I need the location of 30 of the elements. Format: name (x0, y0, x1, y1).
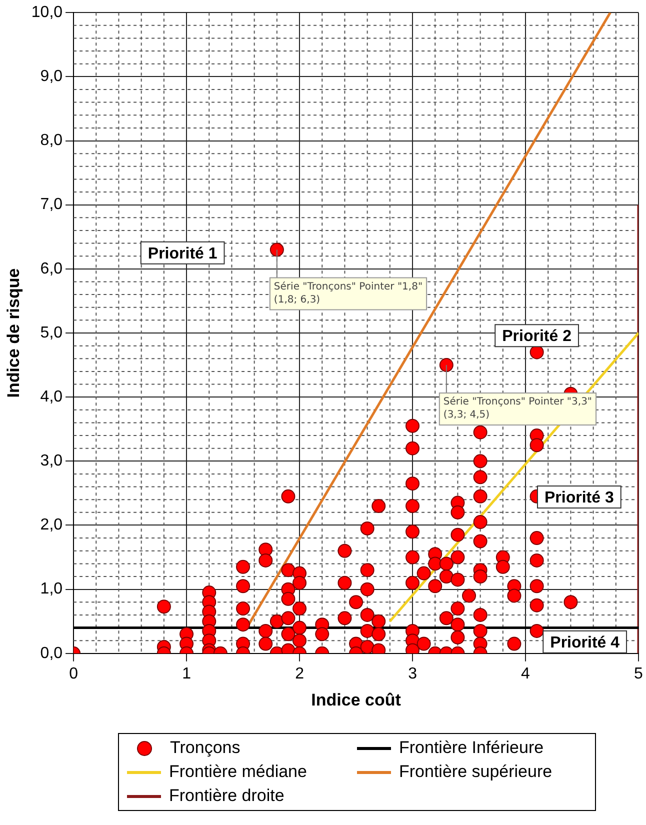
y-tick-label: 3,0 (40, 452, 63, 470)
legend-label: Frontière droite (169, 786, 284, 806)
legend-label: Frontière médiane (169, 762, 307, 782)
legend-label: Tronçons (170, 738, 240, 758)
y-tick-label: 2,0 (40, 516, 63, 534)
annotation: Priorité 4 (550, 634, 620, 652)
y-tick-label: 5,0 (40, 324, 63, 342)
legend-label: Frontière supérieure (399, 762, 552, 782)
y-tick-label: 9,0 (40, 68, 63, 86)
y-tick-label: 7,0 (40, 196, 63, 214)
legend-label: Frontière Inférieure (399, 738, 544, 758)
x-tick-label: 2 (295, 665, 304, 682)
annotation: Priorité 3 (544, 489, 614, 506)
x-tick-label: 0 (69, 665, 78, 682)
y-axis-title: Indice de risque (4, 268, 23, 398)
y-tick-label: 4,0 (40, 388, 63, 406)
y-tick-label: 8,0 (40, 132, 63, 150)
x-tick-label: 1 (182, 665, 192, 682)
x-axis-title: Indice coût (311, 690, 402, 710)
y-tick-label: 6,0 (40, 260, 63, 278)
y-tick-label: 0,0 (40, 644, 63, 662)
x-tick-label: 4 (521, 665, 530, 682)
annotation: Priorité 1 (148, 245, 218, 262)
annotation: Priorité 2 (502, 328, 572, 345)
x-tick-label: 3 (408, 665, 418, 682)
x-tick-label: 5 (634, 665, 644, 682)
annotation: Série "Tronçons" Pointer "1,8" (1,8; 6,3) (274, 281, 423, 306)
y-tick-label: 1,0 (40, 580, 63, 598)
y-tick-label: 10,0 (31, 4, 63, 22)
annotation: Série "Tronçons" Pointer "3,3" (3,3; 4,5) (443, 396, 592, 421)
